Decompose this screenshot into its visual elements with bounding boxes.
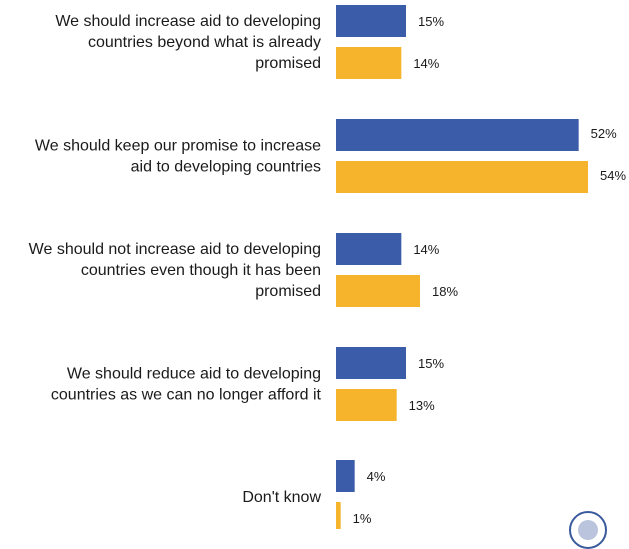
category-label-line: aid to developing countries <box>131 159 321 176</box>
bar-yellow <box>336 389 397 421</box>
bars <box>336 5 588 529</box>
category-label-line: Don't know <box>242 489 321 506</box>
category-label-line: countries even though it has been <box>81 262 321 279</box>
value-labels: 15% 14% 52% 54% 14% 18% 15% 13% 4% 1% <box>353 14 627 526</box>
bar-yellow <box>336 47 402 79</box>
category-labels: We should increase aid to developing coun… <box>29 13 322 506</box>
bar-yellow <box>336 275 420 307</box>
value-label: 14% <box>413 56 439 71</box>
category-label-line: countries as we can no longer afford it <box>51 387 322 404</box>
value-label: 15% <box>418 14 444 29</box>
category-label: Don't know <box>242 489 321 506</box>
bar-blue <box>336 233 402 265</box>
logo-seal-icon <box>569 511 607 549</box>
category-label-line: We should not increase aid to developing <box>29 241 321 258</box>
bar-blue <box>336 460 355 492</box>
value-label: 52% <box>591 126 617 141</box>
value-label: 13% <box>409 398 435 413</box>
bar-blue <box>336 119 579 151</box>
category-label-line: countries beyond what is already <box>88 34 321 51</box>
category-label-line: We should keep our promise to increase <box>35 138 321 155</box>
bar-chart: We should increase aid to developing coun… <box>29 5 627 529</box>
category-label-line: We should reduce aid to developing <box>67 366 321 383</box>
value-label: 14% <box>413 242 439 257</box>
category-label: We should not increase aid to developing… <box>29 241 321 300</box>
bar-blue <box>336 5 406 37</box>
value-label: 18% <box>432 284 458 299</box>
category-label: We should increase aid to developing coun… <box>55 13 321 72</box>
bar-yellow <box>336 161 588 193</box>
category-label-line: We should increase aid to developing <box>55 13 321 30</box>
category-label: We should reduce aid to developing countr… <box>51 366 322 404</box>
bar-blue <box>336 347 406 379</box>
value-label: 1% <box>353 511 372 526</box>
category-label-line: promised <box>255 55 321 72</box>
value-label: 54% <box>600 168 626 183</box>
category-label-line: promised <box>255 283 321 300</box>
value-label: 4% <box>367 469 386 484</box>
bar-yellow <box>336 502 341 529</box>
category-label: We should keep our promise to increase ai… <box>35 138 321 176</box>
value-label: 15% <box>418 356 444 371</box>
